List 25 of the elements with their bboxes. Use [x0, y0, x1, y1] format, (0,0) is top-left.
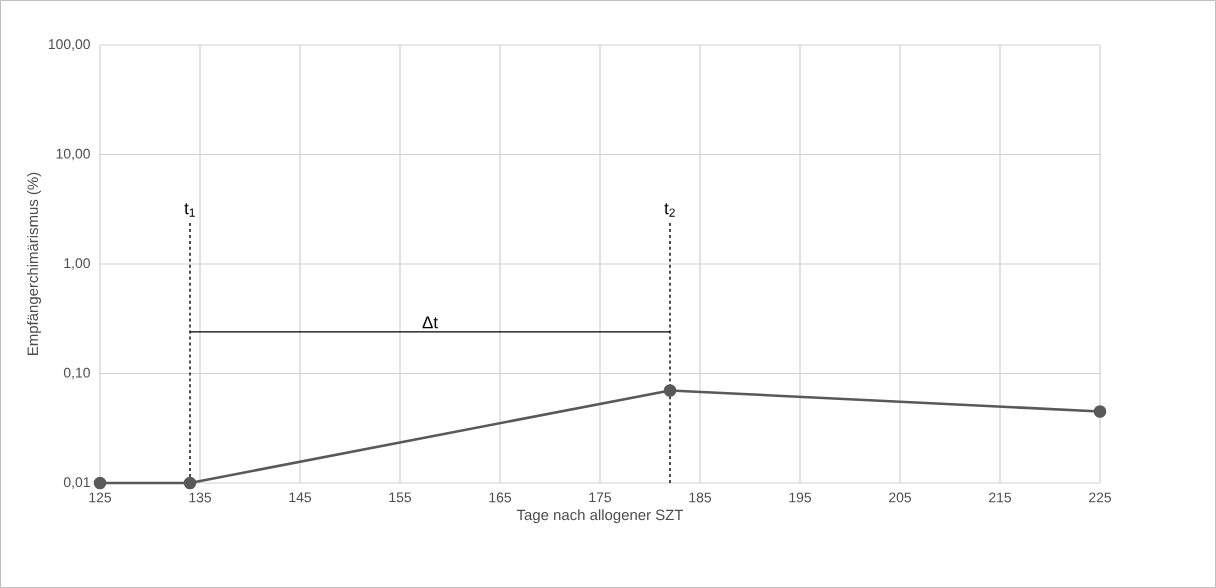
x-tick-label: 205 [889, 492, 912, 503]
point [1093, 405, 1107, 418]
x-tick-label: 195 [789, 492, 812, 503]
point [663, 384, 677, 397]
y-tick-label: 0,01 [63, 477, 90, 489]
point [183, 476, 197, 490]
x-tick-label: 135 [189, 492, 212, 503]
y-tick-label: 1,00 [64, 258, 90, 270]
y-axis-title: Empfängerchimärismus (%) [27, 172, 41, 355]
x-tick-label: 145 [289, 492, 312, 503]
y-tick-label: 0,10 [63, 367, 90, 380]
x-tick-label: 155 [389, 492, 412, 503]
ref-line-label: t$_{2}$ [664, 203, 675, 217]
x-tick-label: 175 [589, 492, 612, 503]
x-tick-label: 185 [689, 492, 712, 503]
x-tick-label: 225 [1089, 492, 1112, 503]
y-tick-label: 100,00 [48, 39, 90, 51]
x-tick-label: 215 [989, 492, 1012, 503]
point [93, 476, 107, 490]
x-tick-label: 125 [89, 492, 112, 503]
series-label: Δt [422, 316, 438, 329]
ref-line-label: t$_{1}$ [184, 203, 195, 217]
x-tick-label: 165 [489, 492, 512, 503]
x-axis-title: Tage nach allogener SZT [516, 509, 684, 524]
y-tick-label: 10,00 [56, 148, 90, 161]
